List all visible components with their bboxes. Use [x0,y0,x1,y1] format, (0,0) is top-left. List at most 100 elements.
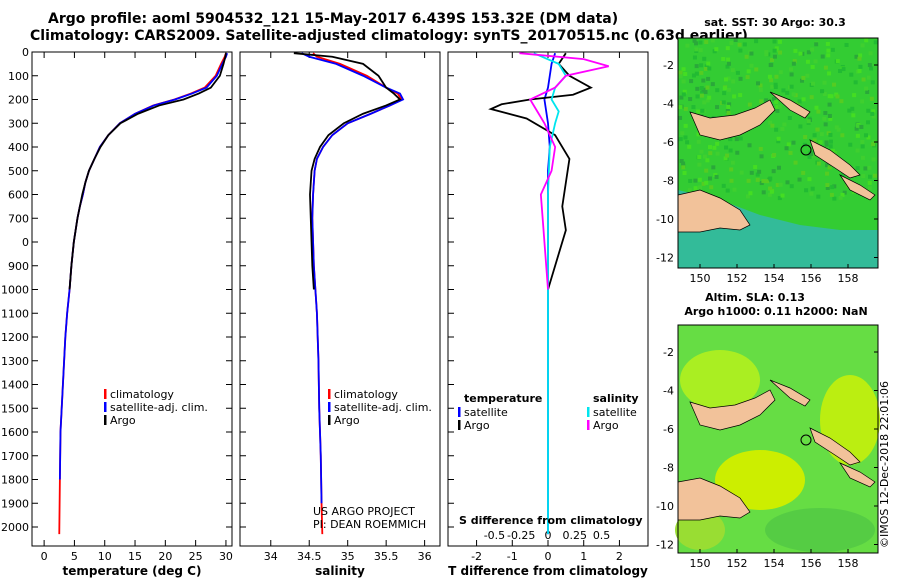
sst-pixel [730,68,735,73]
legend-label: climatology [110,388,174,401]
sst-pixel [777,196,782,201]
sst-pixel [774,74,779,79]
sst-pixel [756,81,761,86]
series-line-t-argo [488,52,593,290]
sst-pixel [776,139,781,144]
sst-pixel [767,74,772,79]
legend-label: Argo [593,419,619,432]
sst-pixel [781,88,786,93]
sst-pixel [749,51,754,56]
sst-pixel [687,144,692,149]
sst-pixel [830,185,835,190]
sst-pixel [704,40,709,45]
sst-pixel [732,187,737,192]
map-y-tick-label: -4 [663,385,674,398]
sst-pixel [698,40,703,45]
sst-pixel [777,104,782,109]
sst-pixel [739,170,744,175]
sst-pixel [735,150,740,155]
sst-pixel [764,50,769,55]
sst-pixel [788,150,793,155]
sst-pixel [700,108,705,113]
sst-pixel [801,75,806,80]
y-tick-label: 400 [8,141,29,154]
sst-pixel [854,126,859,131]
map-x-tick-label: 150 [690,272,711,285]
sst-pixel [759,99,764,104]
sst-pixel [748,191,753,196]
sst-pixel [866,120,871,125]
y-tick-label: 100 [8,70,29,83]
map-y-tick-label: -12 [656,252,674,265]
sst-pixel [699,149,704,154]
sst-pixel [754,39,759,44]
sst-pixel [785,180,790,185]
legend-salinity-title: salinity [593,392,639,405]
sst-pixel [683,135,688,140]
sst-pixel [791,92,796,97]
sst-pixel [691,73,696,78]
sst-pixel [695,94,700,99]
sst-pixel [839,99,844,104]
sst-pixel [863,133,868,138]
sst-pixel [771,97,776,102]
y-tick-label: 1200 [1,331,29,344]
y-tick-label: 500 [8,165,29,178]
sst-pixel [822,116,827,121]
sst-map-land-bougainville [809,139,861,179]
sst-pixel [706,76,711,81]
sst-pixel [768,176,773,181]
y-tick-label: 1500 [1,402,29,415]
sst-pixel [799,78,804,83]
series-line-argo [293,52,402,290]
sst-pixel [725,64,730,69]
sst-pixel [705,85,710,90]
sst-pixel [712,49,717,54]
map-y-tick-label: -8 [663,462,674,475]
map-x-tick-label: 156 [801,557,822,570]
map-y-tick-label: -8 [663,175,674,188]
sst-pixel [737,42,742,47]
y-tick-label: 900 [8,260,29,273]
sst-pixel [792,59,797,64]
sst-pixel [735,70,740,75]
sst-pixel [825,171,830,176]
sla-map-blob3 [715,450,805,510]
sst-pixel [860,155,865,160]
x-tick-label: 34.5 [297,550,322,563]
sst-pixel [867,186,872,191]
series-line-climatology [58,52,227,535]
sst-pixel [731,79,736,84]
sst-pixel [734,137,739,142]
sst-pixel [860,43,865,48]
sst-pixel [694,41,699,46]
series-line-s-satellite [533,52,567,535]
sst-pixel [728,148,733,153]
sst-pixel [697,162,702,167]
sst-pixel [708,176,713,181]
map-y-tick-label: -6 [663,423,674,436]
sst-pixel [828,132,833,137]
sst-pixel [681,79,686,84]
sst-pixel [791,140,796,145]
sst-pixel [797,177,802,182]
sst-pixel [869,96,874,101]
sst-pixel [823,110,828,115]
sst-pixel [844,42,849,47]
sst-pixel [835,94,840,99]
sst-pixel [729,167,734,172]
sst-pixel [749,63,754,68]
imos-timestamp: ©IMOS 12-Dec-2018 22:01:06 [878,381,891,548]
sst-pixel [842,190,847,195]
sst-pixel [685,43,690,48]
sst-pixel [806,119,811,124]
sst-pixel [687,188,692,193]
sst-pixel [825,185,830,190]
sst-pixel [758,87,763,92]
pi-credit: PI: DEAN ROEMMICH [313,518,426,531]
y-tick-label: 700 [8,212,29,225]
sst-pixel [726,57,731,62]
sst-pixel [855,133,860,138]
sst-pixel [755,177,760,182]
